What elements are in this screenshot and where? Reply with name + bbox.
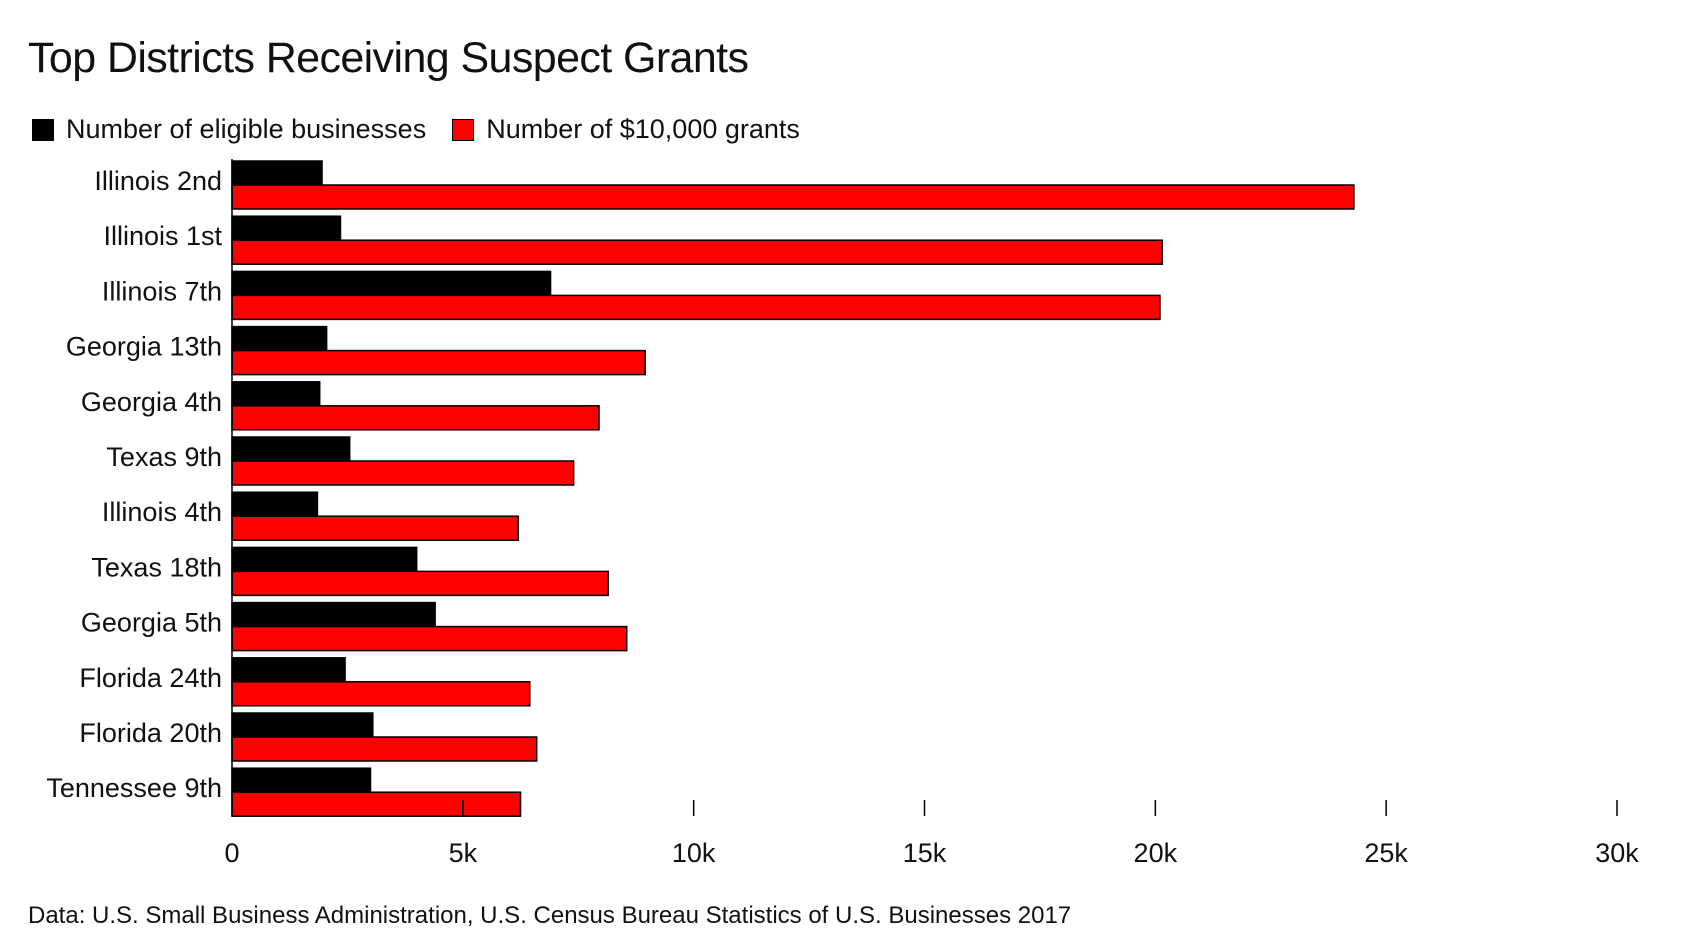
- category-label: Georgia 5th: [81, 608, 222, 638]
- category-label: Texas 18th: [91, 552, 222, 582]
- category-label: Georgia 13th: [66, 332, 222, 362]
- bar-grants: [231, 681, 531, 707]
- bar-grants: [231, 294, 1161, 321]
- x-tick-label: 10k: [672, 838, 716, 868]
- bar-eligible-businesses: [231, 712, 374, 738]
- bar-eligible-businesses: [231, 325, 328, 352]
- bar-eligible-businesses: [231, 767, 372, 793]
- legend: Number of eligible businesses Number of …: [32, 114, 826, 145]
- bar-grants: [231, 349, 646, 376]
- legend-item-eligible-businesses: Number of eligible businesses: [32, 114, 426, 145]
- bar-grants: [231, 460, 575, 486]
- bar-grants: [231, 625, 628, 652]
- category-label: Illinois 2nd: [94, 166, 222, 196]
- bar-eligible-businesses: [231, 491, 319, 517]
- chart-title: Top Districts Receiving Suspect Grants: [28, 34, 749, 82]
- x-tick-label: 5k: [449, 838, 478, 868]
- x-tick-label: 20k: [1134, 838, 1178, 868]
- bar-grants: [231, 405, 600, 431]
- category-label: Illinois 7th: [102, 276, 222, 306]
- category-label: Florida 20th: [79, 718, 222, 748]
- x-tick-label: 0: [224, 838, 239, 868]
- legend-label-eligible-businesses: Number of eligible businesses: [66, 114, 427, 144]
- category-label: Illinois 4th: [102, 497, 222, 527]
- category-label: Texas 9th: [106, 442, 222, 472]
- legend-label-grants: Number of $10,000 grants: [486, 114, 800, 144]
- legend-swatch-red: [452, 118, 475, 141]
- bar-grants: [231, 570, 610, 597]
- bar-eligible-businesses: [231, 381, 321, 407]
- bar-grants: [231, 184, 1355, 210]
- bar-eligible-businesses: [231, 601, 436, 628]
- category-label: Illinois 1st: [103, 221, 222, 251]
- bar-eligible-businesses: [231, 215, 342, 241]
- bar-eligible-businesses: [231, 270, 552, 297]
- bar-eligible-businesses: [231, 657, 346, 683]
- x-tick-label: 30k: [1595, 838, 1639, 868]
- source-note: Data: U.S. Small Business Administration…: [28, 902, 1072, 929]
- category-label: Florida 24th: [79, 663, 222, 693]
- category-label: Tennessee 9th: [46, 773, 222, 803]
- bar-eligible-businesses: [231, 160, 323, 186]
- legend-item-grants: Number of $10,000 grants: [452, 114, 800, 145]
- bar-grants: [231, 736, 538, 762]
- bar-grants: [231, 515, 519, 541]
- x-tick-label: 15k: [903, 838, 947, 868]
- bar-eligible-businesses: [231, 546, 418, 573]
- category-label: Georgia 4th: [81, 387, 222, 417]
- bar-grants: [231, 239, 1164, 265]
- x-tick-label: 25k: [1364, 838, 1408, 868]
- legend-swatch-black: [32, 118, 54, 141]
- bar-grants: [231, 791, 522, 817]
- bar-eligible-businesses: [231, 436, 351, 462]
